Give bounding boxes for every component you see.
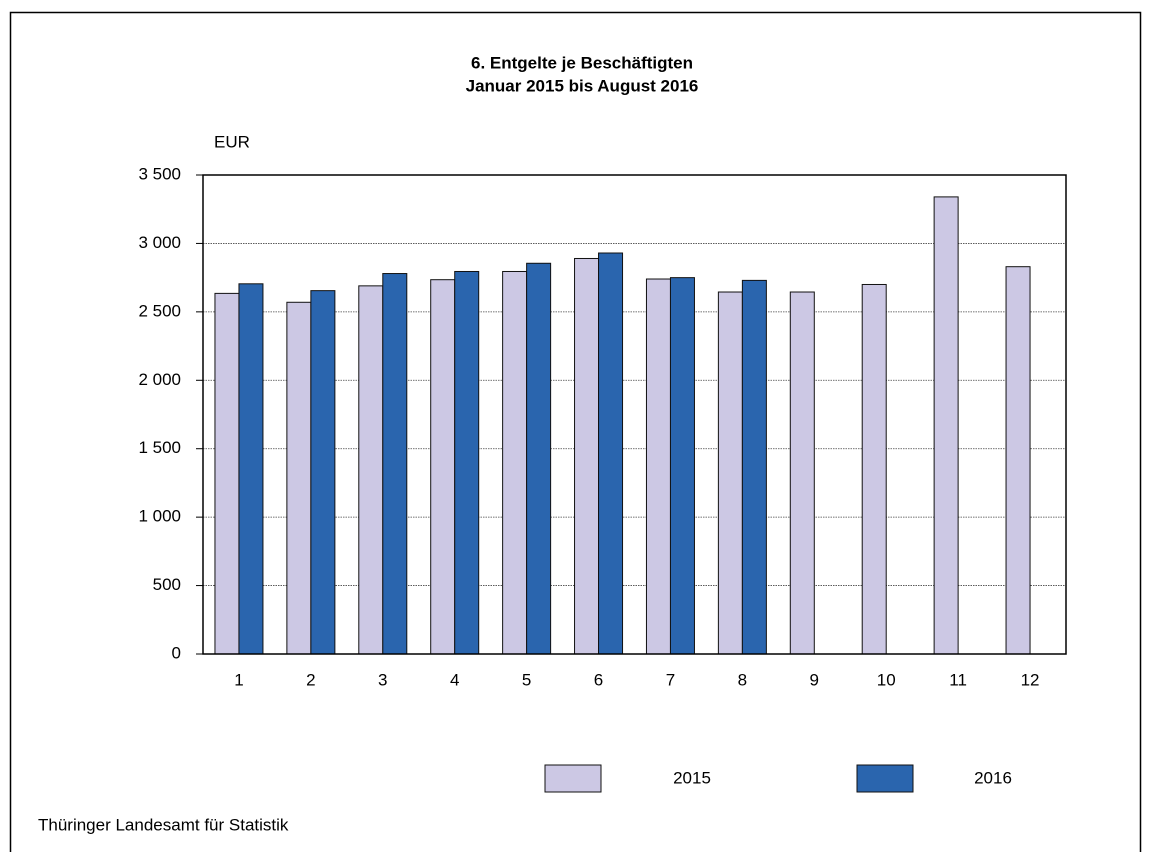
bar [789, 291, 815, 655]
x-tick-label: 3 [378, 670, 387, 689]
x-tick-label: 6 [594, 670, 603, 689]
bar [717, 291, 743, 655]
bar [526, 262, 552, 655]
bar [358, 285, 384, 655]
legend-label: 2015 [673, 768, 711, 787]
x-tick-label: 8 [738, 670, 747, 689]
source-note: Thüringer Landesamt für Statistik [38, 815, 289, 834]
y-tick-label: 3 500 [138, 164, 181, 183]
x-tick-label: 1 [234, 670, 243, 689]
bar [454, 270, 480, 655]
x-tick-label: 4 [450, 670, 459, 689]
frame [9, 11, 1142, 852]
bar [645, 278, 671, 655]
bar [1005, 266, 1031, 655]
y-tick-label: 3 000 [138, 233, 181, 252]
legend-swatch [544, 764, 602, 793]
bar [598, 252, 624, 655]
plot-frame [202, 174, 1067, 655]
bar [574, 257, 600, 655]
y-tick-label: 1 500 [138, 438, 181, 457]
y-tick-label: 500 [153, 575, 181, 594]
x-tick-label: 9 [810, 670, 819, 689]
bar [669, 277, 695, 655]
chart-title: 6. Entgelte je Beschäftigten [471, 53, 693, 72]
x-tick-label: 5 [522, 670, 531, 689]
bar [310, 290, 336, 655]
x-tick-label: 12 [1021, 670, 1040, 689]
bar [430, 279, 456, 655]
y-axis-label: EUR [214, 132, 250, 151]
x-tick-label: 7 [666, 670, 675, 689]
bar [933, 196, 959, 655]
bar [286, 301, 312, 655]
bar [741, 279, 767, 655]
x-tick-label: 2 [306, 670, 315, 689]
bar [861, 283, 887, 655]
legend-swatch [856, 764, 914, 793]
y-tick-label: 2 500 [138, 301, 181, 320]
bar [502, 270, 528, 655]
y-tick-label: 0 [172, 643, 181, 662]
legend-label: 2016 [974, 768, 1012, 787]
bar [238, 283, 264, 655]
bar [214, 292, 240, 655]
x-tick-label: 11 [949, 670, 967, 689]
chart-subtitle: Januar 2015 bis August 2016 [466, 76, 699, 95]
y-tick-label: 2 000 [138, 370, 181, 389]
bar [382, 273, 408, 655]
x-tick-label: 10 [877, 670, 896, 689]
y-tick-label: 1 000 [138, 507, 181, 526]
